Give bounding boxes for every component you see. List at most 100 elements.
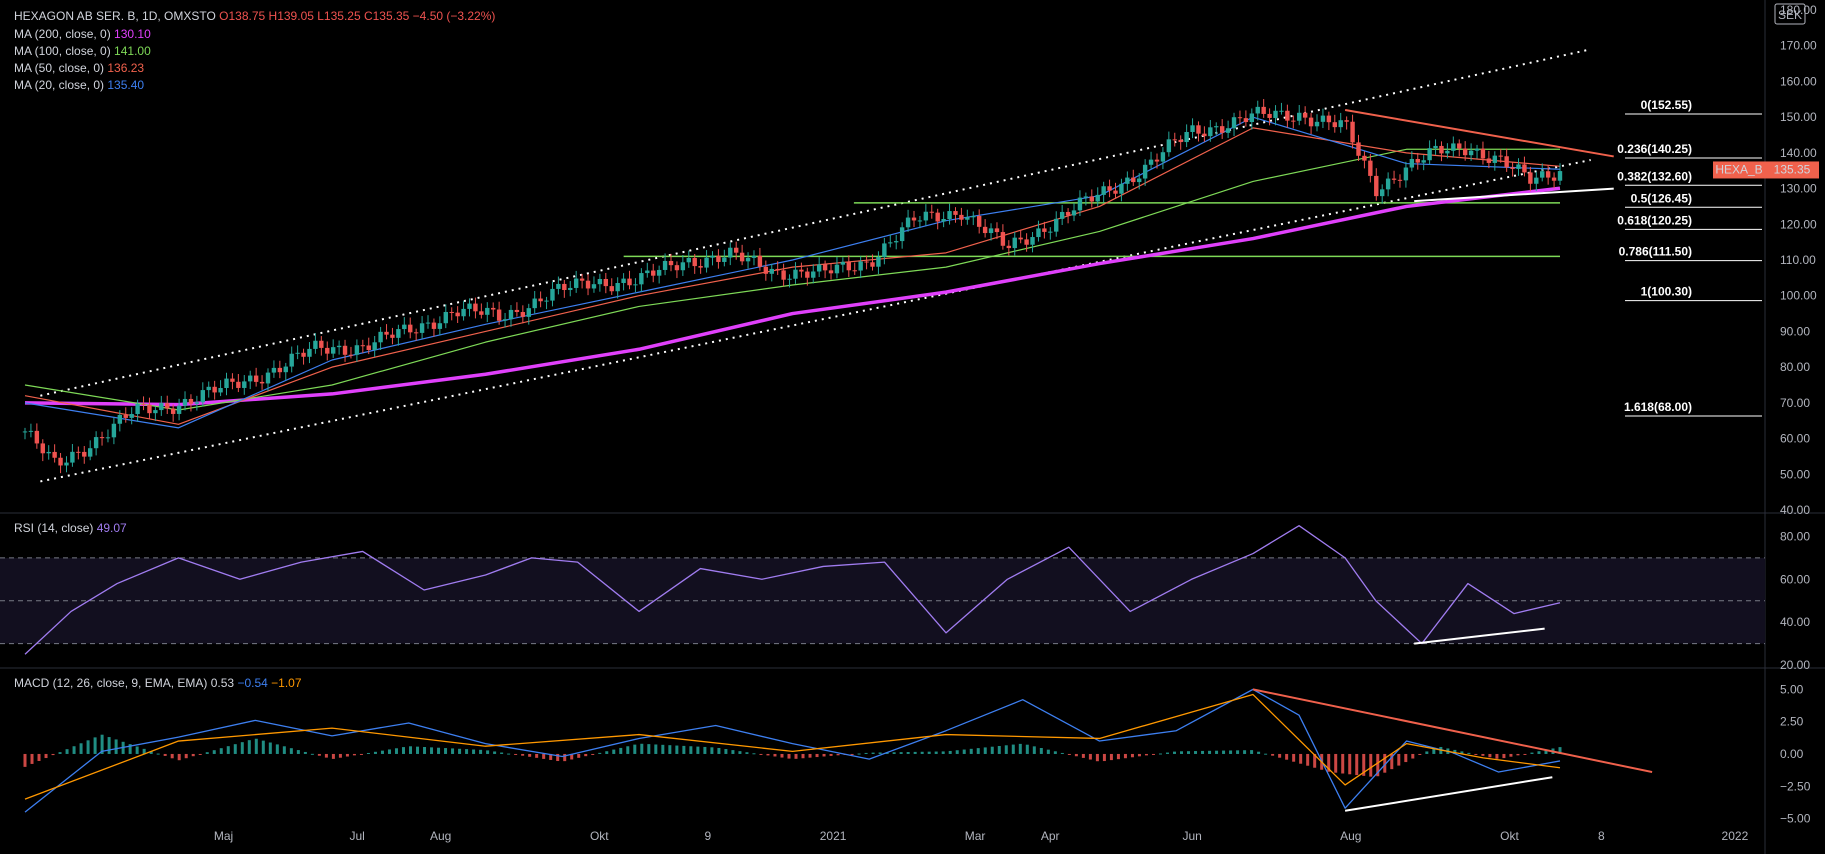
candle-body — [1030, 237, 1035, 245]
candle-body — [1504, 156, 1509, 168]
macd-hist-bar — [226, 746, 230, 754]
candle-body — [716, 255, 721, 262]
macd-hist-bar — [955, 750, 959, 754]
candle-body — [1054, 218, 1059, 232]
candle-body — [704, 257, 709, 268]
candle-body — [1492, 155, 1498, 163]
macd-hist-bar — [1516, 753, 1520, 756]
macd-hist-bar — [1537, 751, 1541, 754]
candle-body — [834, 264, 840, 274]
macd-hist-bar — [1187, 751, 1191, 754]
macd-hist-bar — [1208, 750, 1212, 754]
candle-body — [236, 381, 241, 388]
macd-hist-bar — [1011, 744, 1015, 754]
candle-body — [34, 430, 40, 444]
candle-body — [811, 271, 816, 278]
macd-axis-tick: 5.00 — [1780, 682, 1804, 696]
macd-hist-bar — [268, 742, 272, 754]
candle-body — [1267, 113, 1272, 118]
candle-body — [1528, 172, 1533, 184]
macd-hist-bar — [549, 753, 553, 760]
candle-body — [22, 431, 28, 433]
macd-hist-bar — [1313, 753, 1317, 768]
macd-hist-bar — [787, 753, 791, 759]
macd-hist-bar — [282, 746, 286, 754]
rsi-legend: RSI (14, close) 49.07 — [14, 521, 127, 535]
macd-hist-bar — [577, 753, 581, 758]
macd-hist-bar — [1523, 753, 1527, 755]
rsi-line — [24, 525, 1561, 655]
macd-hist-bar — [717, 747, 721, 754]
macd-hist-bar — [626, 746, 630, 754]
macd-hist-bar — [23, 753, 27, 767]
macd-hist-bar — [373, 751, 377, 754]
macd-hist-bar — [794, 753, 798, 759]
macd-hist-bar — [205, 752, 209, 754]
price-axis-tick: 140.00 — [1780, 146, 1817, 160]
candle-body — [313, 340, 318, 349]
macd-hist-bar — [521, 753, 525, 756]
candle-body — [876, 256, 881, 267]
candle-body — [538, 298, 543, 302]
candle-body — [82, 451, 87, 457]
candle-body — [1344, 120, 1349, 122]
macd-divergence-line — [1344, 776, 1553, 812]
candle-body — [668, 260, 674, 266]
candle-body — [1042, 228, 1047, 232]
candle-body — [390, 334, 395, 338]
candle-body — [787, 278, 792, 280]
price-axis-tick: 110.00 — [1780, 253, 1816, 267]
macd-hist-bar — [1390, 753, 1394, 770]
resistance-trendline — [1344, 109, 1614, 158]
candle-body — [1208, 127, 1213, 137]
support-trendline — [1414, 187, 1614, 203]
macd-hist-bar — [1053, 751, 1057, 754]
last-price-bg — [1765, 161, 1819, 179]
candle-body — [159, 403, 164, 411]
candle-body — [822, 264, 828, 271]
candle-body — [799, 269, 804, 272]
price-axis-tick: 170.00 — [1780, 39, 1817, 53]
macd-hist-bar — [366, 752, 370, 754]
candle-body — [698, 266, 703, 268]
macd-hist-bar — [738, 751, 742, 754]
macd-hist-bar — [1362, 753, 1366, 776]
ticker-tag: HEXA_B — [1715, 162, 1762, 176]
candle-body — [1326, 115, 1332, 123]
macd-hist-bar — [1081, 753, 1085, 758]
candle-body — [1000, 232, 1006, 246]
candle-body — [917, 220, 923, 222]
candle-body — [336, 345, 342, 348]
candle-body — [449, 311, 454, 313]
candle-body — [64, 462, 69, 466]
macd-hist-bar — [598, 752, 602, 754]
macd-hist-bar — [458, 748, 462, 754]
macd-hist-bar — [310, 753, 314, 755]
candle-body — [491, 307, 496, 310]
candle-body — [1184, 131, 1189, 143]
macd-hist-bar — [962, 749, 966, 754]
candle-body — [1113, 190, 1118, 194]
ma-line-200 — [24, 186, 1561, 407]
candle-body — [1219, 126, 1225, 133]
macd-hist-bar — [1264, 753, 1268, 755]
candle-body — [1534, 177, 1539, 184]
macd-hist-bar — [710, 747, 714, 754]
candle-body — [1012, 237, 1017, 249]
candle-body — [1024, 239, 1029, 245]
candle-body — [532, 298, 537, 309]
macd-hist-bar — [198, 753, 202, 755]
macd-hist-bar — [1299, 753, 1303, 764]
fib-label: 0.786(111.50) — [1619, 245, 1692, 259]
candle-body — [348, 354, 354, 356]
candle-body — [99, 437, 105, 439]
macd-hist-bar — [864, 752, 868, 754]
candle-body — [277, 367, 283, 373]
candle-body — [739, 252, 745, 262]
candle-body — [953, 211, 958, 215]
candle-body — [728, 247, 733, 258]
candle-body — [905, 217, 911, 228]
macd-hist-bar — [114, 739, 118, 754]
macd-hist-bar — [766, 753, 770, 756]
